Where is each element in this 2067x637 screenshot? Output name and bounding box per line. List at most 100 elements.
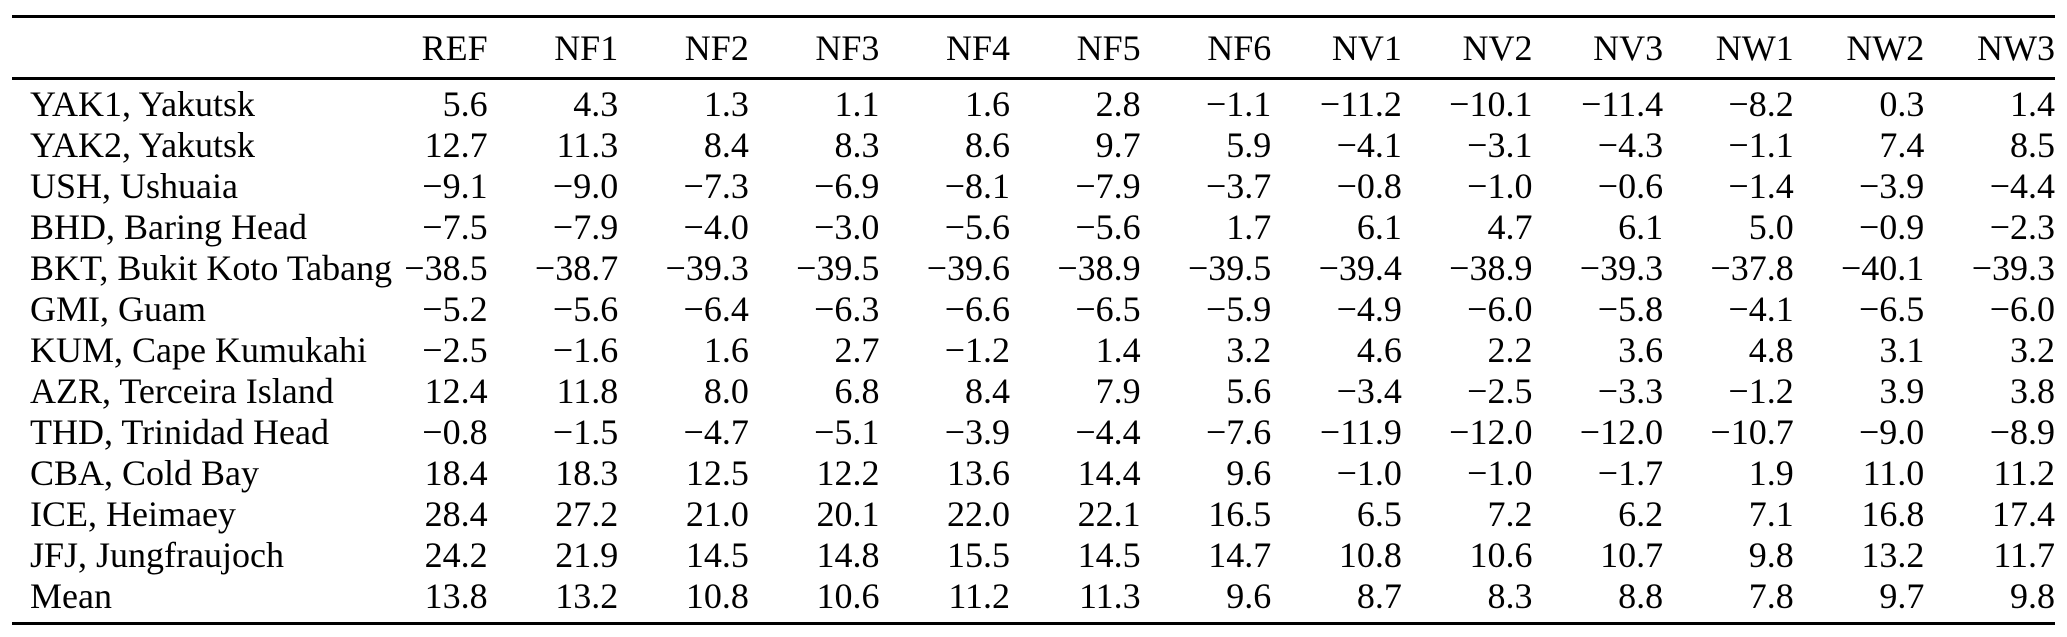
value-cell: −1.0 xyxy=(1467,453,1533,493)
value-cell: 18.3 xyxy=(555,453,619,493)
value-cell: 4.7 xyxy=(1487,207,1533,247)
value-cell: 6.1 xyxy=(1356,207,1402,247)
value-cell: 5.9 xyxy=(1226,125,1272,165)
value-cell: 15.5 xyxy=(947,535,1011,575)
value-cell: 9.8 xyxy=(2010,576,2055,616)
station-comparison-table: REF NF1 NF2 NF3 NF4 NF5 NF6 NV1 NV2 NV3 NW1 NW2 NW3 … xyxy=(12,15,2055,625)
value-cell: −7.6 xyxy=(1205,412,1272,452)
value-cell: −5.1 xyxy=(814,412,880,452)
value-cell: 13.8 xyxy=(424,576,488,616)
value-cell: −39.5 xyxy=(796,248,880,288)
value-cell: 12.2 xyxy=(816,453,880,493)
value-cell: −12.0 xyxy=(1449,412,1533,452)
column-header-nw2: NW2 xyxy=(1793,16,1925,80)
column-header-nf6: NF6 xyxy=(1140,16,1272,80)
value-cell: −40.1 xyxy=(1841,248,1925,288)
value-cell: 24.2 xyxy=(424,535,488,575)
value-cell: −1.6 xyxy=(552,330,619,370)
value-cell: 3.9 xyxy=(1879,371,1925,411)
value-cell: −1.1 xyxy=(1728,125,1794,165)
value-cell: −3.9 xyxy=(944,412,1011,452)
value-cell: −1.2 xyxy=(944,330,1011,370)
value-cell: 10.8 xyxy=(1338,535,1402,575)
value-cell: −4.7 xyxy=(683,412,749,452)
value-cell: 1.4 xyxy=(1095,330,1141,370)
value-cell: 6.1 xyxy=(1618,207,1664,247)
value-cell: 10.7 xyxy=(1600,535,1664,575)
table-body: YAK1, Yakutsk 5.6 4.3 1.3 1.1 1.6 2.8 −1.1 −11.2… xyxy=(12,79,2055,624)
value-cell: 7.9 xyxy=(1095,371,1141,411)
value-cell: 2.2 xyxy=(1487,330,1533,370)
value-cell: −9.0 xyxy=(552,166,619,206)
table-row: Mean 13.8 13.2 10.8 10.6 11.2 11.3 9.6 8.7 8.3 8.8… xyxy=(12,576,2055,624)
value-cell: 1.4 xyxy=(2010,84,2055,124)
value-cell: −38.7 xyxy=(534,248,619,288)
value-cell: −2.5 xyxy=(422,330,488,370)
value-cell: 16.5 xyxy=(1208,494,1272,534)
value-cell: 14.8 xyxy=(816,535,880,575)
value-cell: −39.3 xyxy=(1971,248,2055,288)
value-cell: −39.6 xyxy=(926,248,1011,288)
value-cell: 12.7 xyxy=(424,125,488,165)
table-row: USH, Ushuaia −9.1 −9.0 −7.3 −6.9 −8.1 −7.9 −3.7… xyxy=(12,166,2055,207)
value-cell: 3.8 xyxy=(2010,371,2055,411)
value-cell: −0.8 xyxy=(422,412,488,452)
station-label: Mean xyxy=(30,576,112,616)
station-label: CBA, Cold Bay xyxy=(30,453,260,493)
value-cell: −4.3 xyxy=(1597,125,1664,165)
value-cell: 8.6 xyxy=(965,125,1011,165)
value-cell: −6.3 xyxy=(814,289,880,329)
value-cell: −38.5 xyxy=(404,248,488,288)
value-cell: 9.7 xyxy=(1095,125,1141,165)
value-cell: −7.9 xyxy=(1075,166,1141,206)
value-cell: 7.1 xyxy=(1748,494,1794,534)
value-cell: 8.3 xyxy=(1487,576,1533,616)
value-cell: −10.1 xyxy=(1449,84,1533,124)
table-header: REF NF1 NF2 NF3 NF4 NF5 NF6 NV1 NV2 NV3 NW1 NW2 NW3 xyxy=(12,16,2055,80)
value-cell: 22.0 xyxy=(947,494,1011,534)
value-cell: 11.3 xyxy=(1078,576,1141,616)
value-cell: 14.5 xyxy=(1077,535,1141,575)
value-cell: 1.3 xyxy=(703,84,749,124)
value-cell: 7.8 xyxy=(1748,576,1794,616)
value-cell: 12.5 xyxy=(685,453,749,493)
value-cell: −39.5 xyxy=(1187,248,1272,288)
column-header-nv2: NV2 xyxy=(1401,16,1533,80)
station-label: BHD, Baring Head xyxy=(30,207,307,247)
column-header-nv3: NV3 xyxy=(1532,16,1664,80)
value-cell: −3.3 xyxy=(1597,371,1664,411)
table-row: CBA, Cold Bay 18.4 18.3 12.5 12.2 13.6 14.4 9.6… xyxy=(12,453,2055,494)
value-cell: −38.9 xyxy=(1449,248,1533,288)
column-header-nw3: NW3 xyxy=(1924,16,2055,80)
value-cell: 9.6 xyxy=(1226,453,1272,493)
value-cell: −1.4 xyxy=(1728,166,1794,206)
value-cell: 14.5 xyxy=(685,535,749,575)
station-label: YAK2, Yakutsk xyxy=(30,125,256,165)
value-cell: −3.9 xyxy=(1859,166,1925,206)
value-cell: 4.8 xyxy=(1748,330,1794,370)
value-cell: −11.2 xyxy=(1319,84,1402,124)
value-cell: 11.3 xyxy=(556,125,619,165)
station-label: YAK1, Yakutsk xyxy=(30,84,256,124)
station-label: ICE, Heimaey xyxy=(30,494,236,534)
value-cell: −39.4 xyxy=(1318,248,1402,288)
value-cell: 10.6 xyxy=(816,576,880,616)
value-cell: −3.0 xyxy=(814,207,880,247)
value-cell: −0.6 xyxy=(1597,166,1664,206)
value-cell: 13.2 xyxy=(1861,535,1925,575)
value-cell: 8.4 xyxy=(703,125,749,165)
value-cell: 16.8 xyxy=(1861,494,1925,534)
value-cell: −6.5 xyxy=(1075,289,1141,329)
value-cell: 1.9 xyxy=(1748,453,1794,493)
value-cell: −0.8 xyxy=(1336,166,1402,206)
value-cell: 2.7 xyxy=(834,330,880,370)
table-row: YAK2, Yakutsk 12.7 11.3 8.4 8.3 8.6 9.7 5.9 −4.1… xyxy=(12,125,2055,166)
value-cell: 9.7 xyxy=(1879,576,1925,616)
value-cell: 8.5 xyxy=(2010,125,2055,165)
column-header-nf1: NF1 xyxy=(487,16,619,80)
value-cell: 4.6 xyxy=(1356,330,1402,370)
value-cell: −5.8 xyxy=(1597,289,1664,329)
value-cell: −11.9 xyxy=(1319,412,1402,452)
value-cell: 11.7 xyxy=(1993,535,2055,575)
